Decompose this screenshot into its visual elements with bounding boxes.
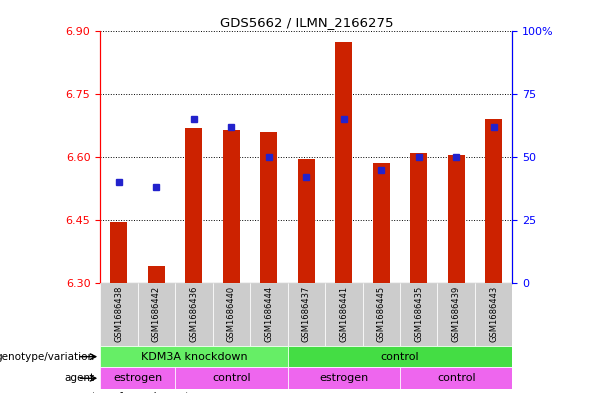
Text: estrogen: estrogen — [113, 373, 162, 383]
Text: KDM3A knockdown: KDM3A knockdown — [141, 352, 247, 362]
Text: GSM1686442: GSM1686442 — [152, 286, 161, 342]
FancyBboxPatch shape — [475, 283, 512, 346]
FancyBboxPatch shape — [400, 283, 438, 346]
Bar — [485, 119, 502, 283]
Bar — [260, 132, 277, 283]
Text: GSM1686440: GSM1686440 — [227, 286, 236, 342]
Text: GSM1686437: GSM1686437 — [302, 286, 311, 342]
FancyBboxPatch shape — [100, 283, 138, 346]
Bar — [223, 130, 240, 283]
Text: control: control — [437, 373, 475, 383]
Text: estrogen: estrogen — [319, 373, 368, 383]
FancyBboxPatch shape — [213, 283, 250, 346]
Text: GSM1686439: GSM1686439 — [452, 286, 461, 342]
FancyBboxPatch shape — [100, 346, 287, 367]
Bar — [335, 42, 352, 283]
Title: GDS5662 / ILMN_2166275: GDS5662 / ILMN_2166275 — [220, 16, 393, 29]
Text: control: control — [212, 373, 251, 383]
Text: agent: agent — [64, 373, 94, 383]
Text: GSM1686444: GSM1686444 — [264, 286, 273, 342]
FancyBboxPatch shape — [400, 367, 512, 389]
Text: GSM1686445: GSM1686445 — [377, 286, 386, 342]
FancyBboxPatch shape — [325, 283, 362, 346]
FancyBboxPatch shape — [250, 283, 287, 346]
Bar — [373, 163, 390, 283]
Bar — [186, 128, 202, 283]
FancyBboxPatch shape — [287, 346, 512, 367]
Text: GSM1686443: GSM1686443 — [489, 286, 498, 342]
FancyBboxPatch shape — [438, 283, 475, 346]
Text: GSM1686435: GSM1686435 — [414, 286, 423, 342]
Bar — [411, 153, 427, 283]
Bar — [111, 222, 127, 283]
FancyBboxPatch shape — [175, 283, 213, 346]
Bar — [148, 266, 165, 283]
Text: genotype/variation: genotype/variation — [0, 352, 94, 362]
Text: GSM1686438: GSM1686438 — [114, 286, 123, 342]
Text: control: control — [380, 352, 419, 362]
FancyBboxPatch shape — [100, 367, 175, 389]
FancyBboxPatch shape — [138, 283, 175, 346]
FancyBboxPatch shape — [362, 283, 400, 346]
Bar — [298, 159, 315, 283]
Text: transformed count: transformed count — [92, 392, 189, 393]
Text: GSM1686436: GSM1686436 — [189, 286, 198, 342]
FancyBboxPatch shape — [287, 367, 400, 389]
FancyBboxPatch shape — [175, 367, 287, 389]
Text: GSM1686441: GSM1686441 — [339, 286, 348, 342]
FancyBboxPatch shape — [287, 283, 325, 346]
Bar — [448, 155, 465, 283]
